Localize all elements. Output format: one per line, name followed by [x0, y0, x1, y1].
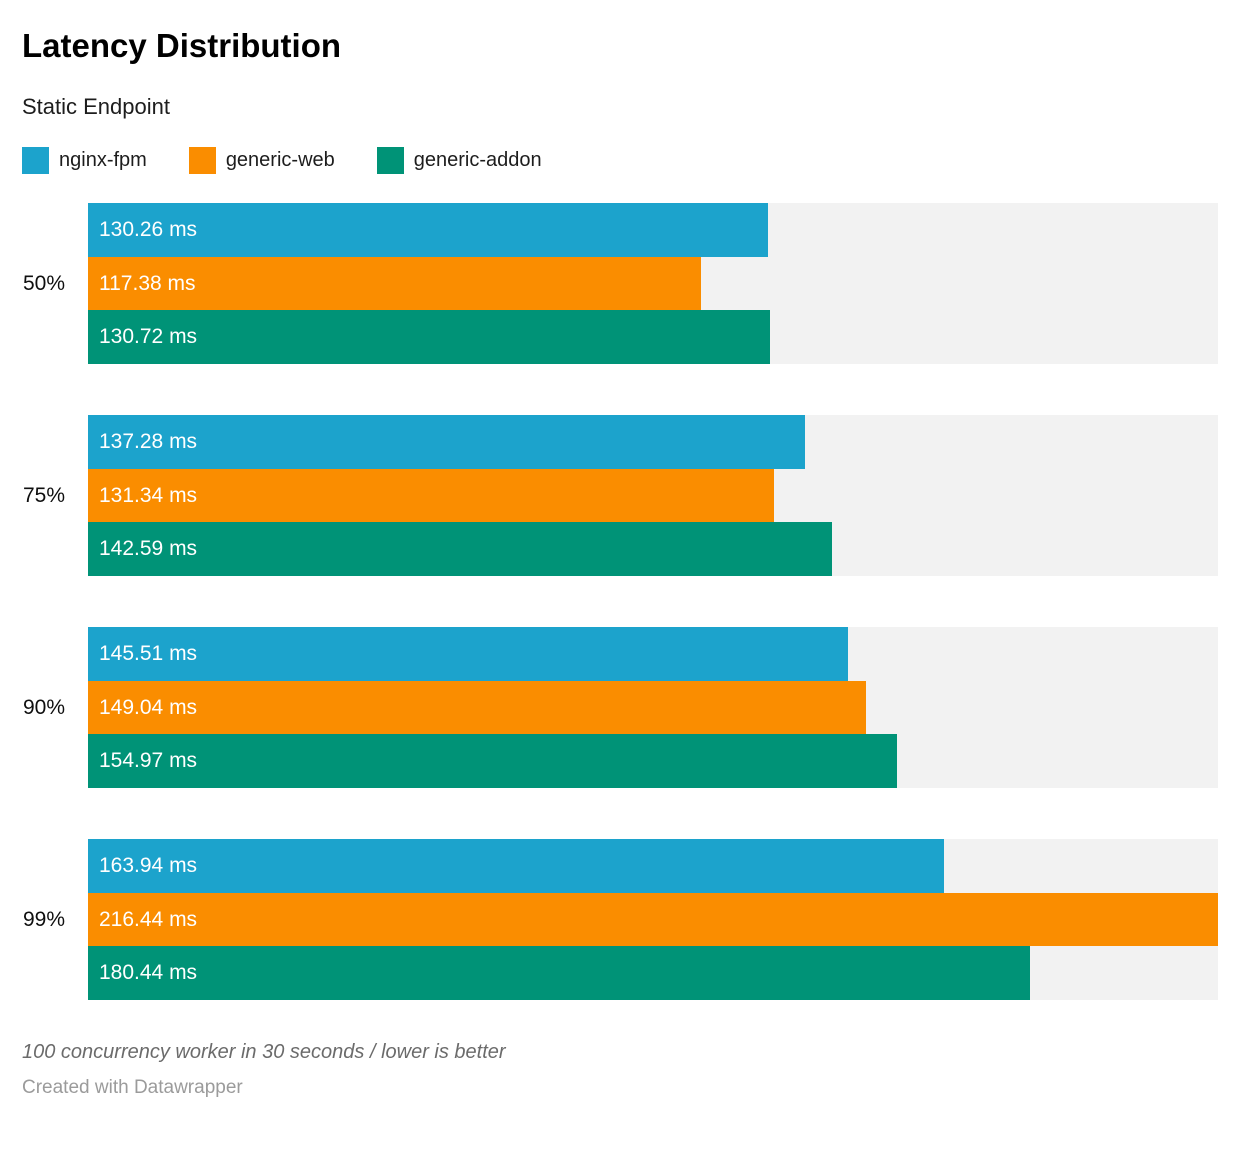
category-label: 75%: [23, 483, 66, 507]
bar-row: 163.94 ms: [88, 839, 1218, 893]
bar-generic-web: 149.04 ms: [88, 680, 867, 735]
bar-row: 145.51 ms: [88, 627, 1218, 681]
legend-label: generic-web: [225, 149, 335, 171]
bar-value-label: 142.59 ms: [99, 537, 198, 561]
bar-row: 117.38 ms: [88, 256, 1218, 311]
bar-group: 50% 130.26 ms 117.38 ms 130.72 ms: [22, 203, 1218, 365]
bar-nginx-fpm: 130.26 ms: [88, 203, 769, 257]
category-label: 99%: [23, 907, 66, 931]
chart-card: Latency Distribution Static Endpoint ngi…: [0, 27, 1240, 1099]
legend-item: generic-web: [188, 147, 335, 174]
bar-group: 90% 145.51 ms 149.04 ms 154.97 ms: [22, 627, 1218, 789]
bar-row: 130.26 ms: [88, 203, 1218, 257]
bar-generic-addon: 130.72 ms: [88, 310, 771, 365]
legend-label: generic-addon: [413, 149, 542, 171]
bar-generic-addon: 154.97 ms: [88, 734, 898, 789]
legend-swatch: [376, 147, 404, 174]
bar-group: 99% 163.94 ms 216.44 ms 180.44 ms: [22, 839, 1218, 1001]
bar-value-label: 216.44 ms: [99, 907, 198, 931]
bar-row: 142.59 ms: [88, 522, 1218, 577]
bar-track: 137.28 ms 131.34 ms 142.59 ms: [88, 415, 1218, 577]
bar-row: 180.44 ms: [88, 946, 1218, 1001]
bar-generic-web: 131.34 ms: [88, 468, 774, 523]
category-label: 90%: [23, 695, 66, 719]
bar-track: 145.51 ms 149.04 ms 154.97 ms: [88, 627, 1218, 789]
bar-row: 137.28 ms: [88, 415, 1218, 469]
bar-generic-addon: 142.59 ms: [88, 522, 833, 577]
bar-row: 131.34 ms: [88, 468, 1218, 523]
legend: nginx-fpm generic-web generic-addon: [22, 147, 1218, 174]
bar-value-label: 145.51 ms: [99, 641, 198, 665]
bar-value-label: 131.34 ms: [99, 483, 198, 507]
category-label: 50%: [23, 271, 66, 295]
legend-swatch: [22, 147, 49, 174]
bar-row: 130.72 ms: [88, 310, 1218, 365]
legend-label: nginx-fpm: [59, 149, 147, 171]
bar-track: 130.26 ms 117.38 ms 130.72 ms: [88, 203, 1218, 365]
footer-note: 100 concurrency worker in 30 seconds / l…: [22, 1041, 506, 1063]
bar-generic-web: 216.44 ms: [88, 892, 1218, 947]
bar-row: 154.97 ms: [88, 734, 1218, 789]
legend-item: generic-addon: [376, 147, 542, 174]
bar-nginx-fpm: 163.94 ms: [88, 839, 944, 893]
bar-value-label: 130.26 ms: [99, 217, 198, 241]
page-title: Latency Distribution: [22, 27, 342, 64]
bar-row: 216.44 ms: [88, 892, 1218, 947]
legend-swatch: [188, 147, 216, 174]
bar-chart: 50% 130.26 ms 117.38 ms 130.72 ms 75% 137.28 …: [22, 203, 1218, 1001]
bar-generic-web: 117.38 ms: [88, 256, 701, 311]
legend-item: nginx-fpm: [22, 147, 147, 174]
bar-value-label: 130.72 ms: [99, 325, 198, 349]
chart-subtitle: Static Endpoint: [22, 94, 170, 119]
bar-generic-addon: 180.44 ms: [88, 946, 1031, 1001]
bar-nginx-fpm: 145.51 ms: [88, 627, 848, 681]
bar-row: 149.04 ms: [88, 680, 1218, 735]
bar-value-label: 180.44 ms: [99, 961, 198, 985]
bar-value-label: 137.28 ms: [99, 429, 198, 453]
bar-nginx-fpm: 137.28 ms: [88, 415, 805, 469]
bar-value-label: 117.38 ms: [99, 271, 196, 295]
bar-track: 163.94 ms 216.44 ms 180.44 ms: [88, 839, 1218, 1001]
bar-value-label: 163.94 ms: [99, 853, 198, 877]
bar-value-label: 149.04 ms: [99, 695, 198, 719]
datawrapper-attribution-link[interactable]: Created with Datawrapper: [22, 1077, 243, 1098]
bar-value-label: 154.97 ms: [99, 749, 198, 773]
bar-group: 75% 137.28 ms 131.34 ms 142.59 ms: [22, 415, 1218, 577]
